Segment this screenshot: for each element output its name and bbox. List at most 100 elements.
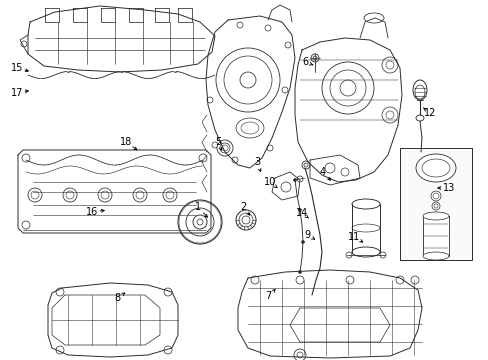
Circle shape bbox=[321, 62, 373, 114]
Ellipse shape bbox=[236, 118, 264, 138]
Text: 16: 16 bbox=[86, 207, 98, 217]
Circle shape bbox=[325, 163, 334, 173]
Bar bbox=[399, 148, 471, 260]
Text: 17: 17 bbox=[11, 88, 23, 98]
Circle shape bbox=[66, 191, 74, 199]
Circle shape bbox=[418, 152, 422, 156]
Circle shape bbox=[295, 276, 304, 284]
Circle shape bbox=[239, 213, 252, 227]
Circle shape bbox=[220, 143, 229, 153]
Circle shape bbox=[264, 25, 270, 31]
Circle shape bbox=[296, 176, 303, 182]
Circle shape bbox=[434, 214, 436, 216]
Circle shape bbox=[340, 168, 348, 176]
Circle shape bbox=[310, 54, 318, 62]
Circle shape bbox=[431, 202, 439, 210]
Circle shape bbox=[31, 191, 39, 199]
Circle shape bbox=[379, 252, 385, 258]
Circle shape bbox=[217, 140, 232, 156]
Circle shape bbox=[28, 188, 42, 202]
Circle shape bbox=[346, 276, 353, 284]
Ellipse shape bbox=[415, 154, 455, 182]
Circle shape bbox=[136, 191, 143, 199]
Ellipse shape bbox=[412, 80, 426, 100]
Circle shape bbox=[329, 70, 365, 106]
Circle shape bbox=[197, 219, 203, 225]
Circle shape bbox=[237, 22, 243, 28]
Circle shape bbox=[98, 188, 112, 202]
Text: 11: 11 bbox=[347, 232, 359, 242]
Circle shape bbox=[285, 42, 290, 48]
Ellipse shape bbox=[422, 252, 448, 260]
Text: 10: 10 bbox=[264, 177, 276, 187]
Circle shape bbox=[56, 288, 64, 296]
Text: 3: 3 bbox=[253, 157, 260, 167]
Text: 6: 6 bbox=[301, 57, 307, 67]
Circle shape bbox=[298, 270, 301, 274]
Text: 2: 2 bbox=[240, 202, 245, 212]
Circle shape bbox=[163, 346, 172, 354]
Circle shape bbox=[293, 349, 305, 360]
Text: 9: 9 bbox=[304, 230, 309, 240]
Circle shape bbox=[240, 72, 256, 88]
Circle shape bbox=[133, 188, 147, 202]
Text: 15: 15 bbox=[11, 63, 23, 73]
Ellipse shape bbox=[363, 13, 383, 23]
Circle shape bbox=[163, 188, 177, 202]
Circle shape bbox=[179, 201, 221, 243]
Circle shape bbox=[181, 203, 219, 241]
Text: 1: 1 bbox=[195, 202, 201, 212]
Circle shape bbox=[346, 252, 351, 258]
Circle shape bbox=[185, 208, 214, 236]
Circle shape bbox=[250, 276, 259, 284]
Circle shape bbox=[395, 276, 403, 284]
Ellipse shape bbox=[351, 224, 379, 232]
Circle shape bbox=[432, 193, 438, 199]
Ellipse shape bbox=[351, 199, 379, 209]
Circle shape bbox=[101, 191, 109, 199]
Circle shape bbox=[385, 111, 393, 119]
Circle shape bbox=[178, 200, 222, 244]
Ellipse shape bbox=[241, 122, 259, 134]
Circle shape bbox=[298, 208, 301, 211]
Circle shape bbox=[22, 221, 30, 229]
Circle shape bbox=[236, 210, 256, 230]
Circle shape bbox=[293, 179, 296, 181]
Circle shape bbox=[381, 57, 397, 73]
Text: 12: 12 bbox=[423, 108, 435, 118]
Text: 5: 5 bbox=[214, 137, 221, 147]
Ellipse shape bbox=[351, 247, 379, 257]
Circle shape bbox=[22, 154, 30, 162]
Text: 4: 4 bbox=[319, 167, 325, 177]
Text: 14: 14 bbox=[295, 208, 307, 218]
Circle shape bbox=[339, 80, 355, 96]
Circle shape bbox=[212, 142, 218, 148]
Circle shape bbox=[183, 205, 217, 239]
Circle shape bbox=[224, 56, 271, 104]
Text: 18: 18 bbox=[120, 137, 132, 147]
Circle shape bbox=[296, 352, 303, 358]
Circle shape bbox=[165, 191, 174, 199]
Circle shape bbox=[56, 346, 64, 354]
Circle shape bbox=[193, 215, 206, 229]
Circle shape bbox=[410, 276, 418, 284]
Circle shape bbox=[281, 182, 290, 192]
Circle shape bbox=[266, 145, 272, 151]
Ellipse shape bbox=[415, 115, 423, 121]
Circle shape bbox=[222, 145, 227, 151]
Ellipse shape bbox=[414, 85, 424, 99]
Circle shape bbox=[282, 87, 287, 93]
Circle shape bbox=[304, 163, 307, 167]
Circle shape bbox=[21, 41, 27, 47]
Circle shape bbox=[385, 61, 393, 69]
Circle shape bbox=[63, 188, 77, 202]
Circle shape bbox=[242, 216, 249, 224]
Ellipse shape bbox=[421, 159, 449, 177]
Circle shape bbox=[430, 191, 440, 201]
Circle shape bbox=[433, 204, 437, 208]
Circle shape bbox=[199, 221, 206, 229]
Text: 7: 7 bbox=[264, 291, 270, 301]
Circle shape bbox=[312, 56, 316, 60]
Circle shape bbox=[216, 48, 280, 112]
Circle shape bbox=[163, 288, 172, 296]
